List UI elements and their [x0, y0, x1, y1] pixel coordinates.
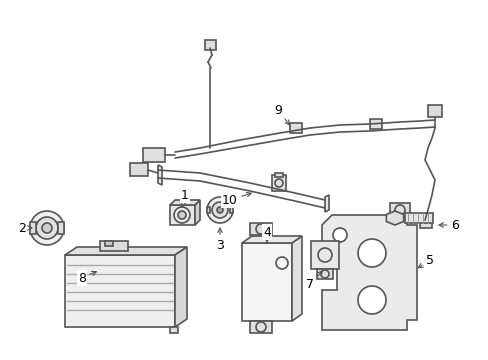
Circle shape	[357, 239, 385, 267]
Polygon shape	[175, 247, 186, 327]
Bar	[419, 218, 431, 228]
Text: 4: 4	[263, 225, 270, 243]
Bar	[274, 173, 283, 177]
Polygon shape	[170, 205, 195, 225]
Polygon shape	[65, 247, 186, 255]
Circle shape	[217, 207, 223, 213]
Bar	[369, 119, 381, 129]
Text: 1: 1	[181, 189, 188, 207]
Bar	[310, 241, 338, 269]
Text: 9: 9	[273, 104, 289, 125]
Circle shape	[42, 223, 52, 233]
Text: 8: 8	[78, 271, 96, 284]
Polygon shape	[195, 200, 200, 225]
Polygon shape	[229, 207, 232, 213]
Polygon shape	[321, 215, 416, 330]
Text: 10: 10	[222, 193, 251, 207]
Bar	[204, 40, 216, 50]
Bar	[170, 327, 178, 333]
Bar	[249, 223, 271, 235]
Bar	[427, 105, 441, 117]
Bar	[65, 255, 175, 327]
Polygon shape	[291, 236, 302, 321]
Polygon shape	[325, 195, 328, 212]
Circle shape	[36, 217, 58, 239]
Bar	[105, 241, 113, 246]
Circle shape	[332, 228, 346, 242]
Circle shape	[178, 211, 185, 219]
Polygon shape	[58, 222, 64, 234]
Bar	[271, 175, 285, 191]
Circle shape	[212, 202, 227, 218]
Bar	[142, 148, 164, 162]
Polygon shape	[30, 222, 36, 234]
Polygon shape	[158, 165, 162, 185]
Polygon shape	[170, 200, 200, 205]
Text: 5: 5	[418, 253, 433, 268]
Circle shape	[206, 197, 232, 223]
Bar	[389, 203, 409, 217]
Bar	[130, 163, 148, 176]
Polygon shape	[206, 207, 209, 213]
Bar	[242, 243, 291, 321]
Bar	[100, 241, 128, 251]
Text: 6: 6	[438, 219, 458, 231]
Text: 3: 3	[216, 228, 224, 252]
Polygon shape	[386, 211, 403, 225]
Bar	[404, 213, 432, 223]
Bar	[249, 321, 271, 333]
Text: 7: 7	[305, 271, 322, 292]
Circle shape	[357, 286, 385, 314]
Bar	[316, 269, 332, 279]
Text: 2: 2	[18, 221, 32, 234]
Circle shape	[30, 211, 64, 245]
Polygon shape	[242, 236, 302, 243]
Bar	[289, 123, 302, 133]
